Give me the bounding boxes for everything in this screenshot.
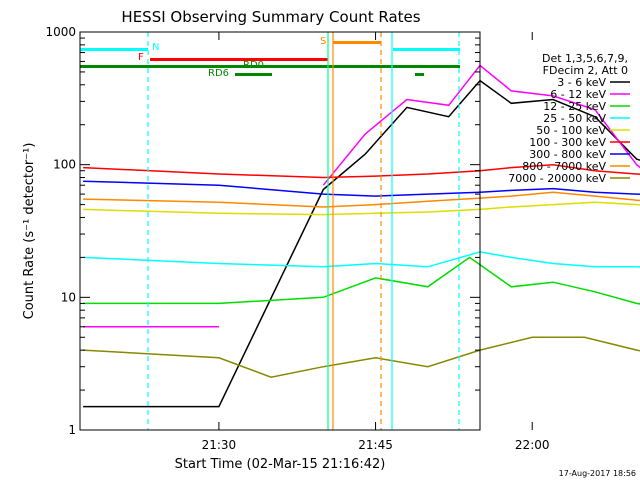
legend-entry-7: 800 - 7000 keV [522,160,606,173]
flag-label-rd0: RD0 [243,60,264,71]
y-axis-label: Count Rate (s⁻¹ detector⁻¹) [22,143,37,320]
series-line-6 [83,180,640,197]
generation-timestamp: 17-Aug-2017 18:56 [559,469,636,478]
legend: Det 1,3,5,6,7,9,FDecim 2, Att 03 - 6 keV… [508,52,630,185]
series-line-8 [83,336,640,378]
legend-entry-3: 25 - 50 keV [543,112,606,125]
event-markers [147,32,460,430]
x-tick-label-1: 21:45 [358,438,393,452]
flag-label-f: F [138,52,144,63]
legend-header-1: FDecim 2, Att 0 [543,64,628,77]
series-line-3 [83,251,640,268]
chart-title: HESSI Observing Summary Count Rates [121,8,420,26]
x-axis-label: Start Time (02-Mar-15 21:16:42) [175,457,386,472]
series-line-5 [83,163,640,179]
legend-entry-6: 300 - 800 keV [529,148,606,161]
flag-label-rd6: RD6 [208,68,229,79]
observing-flags: NF S RD0 RD6 [80,36,460,79]
flag-bar-n [393,48,460,51]
legend-entry-8: 7000 - 20000 keV [508,172,606,185]
flag-bar-n [80,48,148,51]
legend-entry-1: 6 - 12 keV [550,88,606,101]
flag-bar-rd6 [415,73,424,76]
flag-bar-rd6 [235,73,272,76]
flag-label-s: S [320,36,326,47]
x-tick-label-0: 21:30 [202,438,237,452]
plot-frame [79,31,481,431]
y-tick-label-3: 1000 [45,25,76,39]
legend-entry-4: 50 - 100 keV [536,124,606,137]
series-line-4 [83,201,640,216]
flag-label-n: N [152,42,159,53]
y-tick-label-2: 100 [53,158,76,172]
x-tick-label-2: 22:00 [515,438,550,452]
legend-entry-5: 100 - 300 keV [529,136,606,149]
legend-header-0: Det 1,3,5,6,7,9, [542,52,628,65]
y-axis-ticks: 1 10 100 1000 [45,25,480,437]
legend-entry-0: 3 - 6 keV [557,76,606,89]
series-line-7 [83,191,640,208]
flag-bar-f [150,58,328,61]
flag-bar-rd0 [80,65,460,68]
flag-bar-s [333,41,381,44]
series-group [83,64,640,408]
y-tick-label-0: 1 [68,423,76,437]
y-tick-label-1: 10 [61,290,76,304]
series-line-1 [322,64,640,186]
series-line-2 [83,256,640,305]
legend-entry-2: 12 - 25 keV [543,100,606,113]
